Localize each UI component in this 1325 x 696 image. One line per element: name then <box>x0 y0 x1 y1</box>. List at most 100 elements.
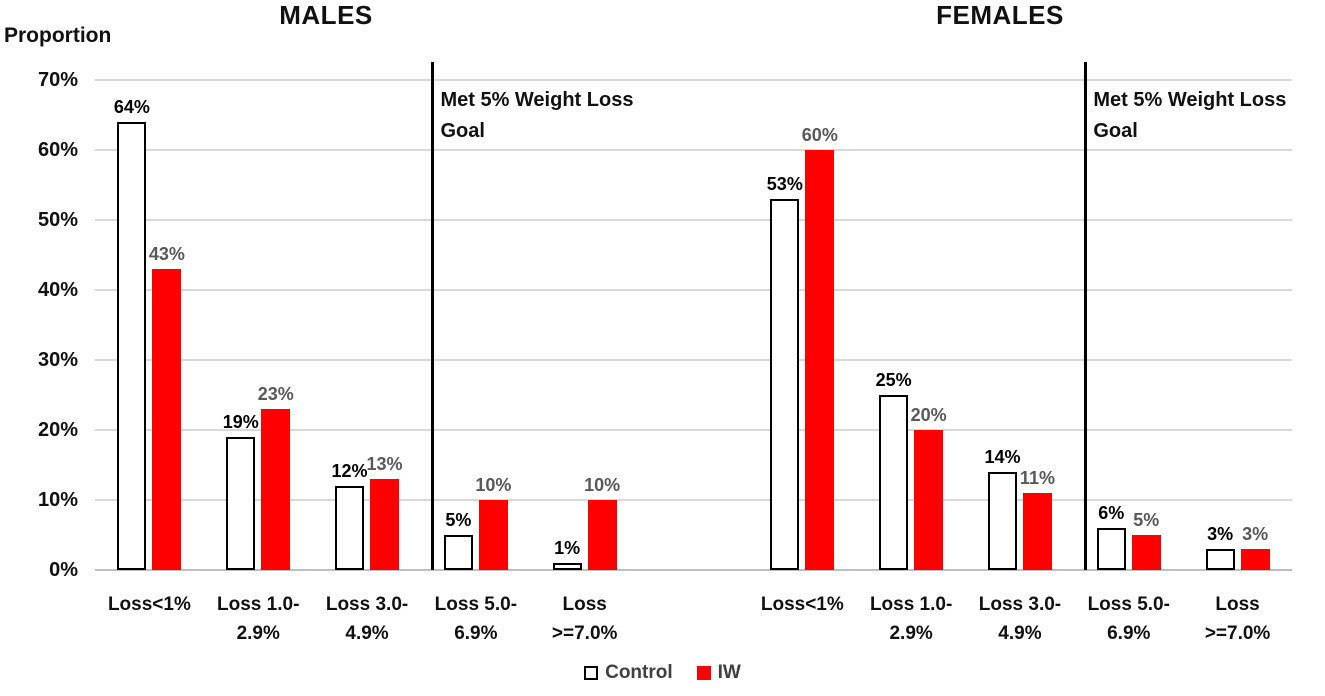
bar-label-control: 1% <box>554 538 581 558</box>
x-category-label: Loss 1.0- 2.9% <box>204 590 313 648</box>
bar-iw <box>1022 493 1052 570</box>
bar-label-iw: 10% <box>584 475 621 495</box>
gridline <box>95 499 1292 501</box>
x-category-label: Loss >=7.0% <box>1183 590 1292 648</box>
goal-annotation-line: Goal <box>440 120 485 142</box>
x-category-label-line: Loss 1.0- <box>869 594 953 615</box>
x-category-label-line: Loss <box>1215 594 1260 615</box>
bar-control <box>1096 528 1126 570</box>
gridline <box>95 149 1292 151</box>
bar-control <box>226 437 256 570</box>
bar-label-iw: 60% <box>801 125 838 145</box>
x-category-label: Loss 5.0- 6.9% <box>421 590 530 648</box>
bar-control <box>443 535 473 570</box>
bar-iw <box>370 479 400 570</box>
x-category-label-line: Loss<1% <box>107 594 191 615</box>
x-axis-line <box>95 569 1292 571</box>
bar-label-iw: 23% <box>257 384 294 404</box>
gridline <box>95 79 1292 81</box>
y-tick-label: 0% <box>49 559 78 581</box>
x-category-label-line: Loss <box>562 594 607 615</box>
goal-divider-line <box>1084 62 1088 570</box>
x-category-label-line: 6.9% <box>1107 623 1151 644</box>
x-category-label-line: 2.9% <box>889 623 933 644</box>
bar-label-iw: 20% <box>910 405 947 425</box>
legend-swatch-icon <box>696 666 711 680</box>
bar-label-iw: 5% <box>1133 510 1160 530</box>
x-category-label-line: Loss 3.0- <box>325 594 409 615</box>
bar-label-control: 19% <box>222 412 259 432</box>
x-category-label: Loss 3.0- 4.9% <box>966 590 1075 648</box>
bar-label-control: 5% <box>445 510 472 530</box>
bar-control <box>1205 549 1235 570</box>
x-category-label-line: 4.9% <box>345 623 389 644</box>
bar-iw <box>261 409 291 570</box>
bar-iw <box>1240 549 1270 570</box>
y-tick-label: 70% <box>37 69 78 91</box>
y-tick-label: 10% <box>37 489 78 511</box>
bar-label-iw: 13% <box>366 454 403 474</box>
bar-control <box>552 563 582 570</box>
x-category-label-line: Loss 5.0- <box>1087 594 1170 615</box>
bar-control <box>117 122 147 570</box>
bar-label-control: 6% <box>1098 503 1125 523</box>
y-tick-label: 50% <box>37 209 78 231</box>
y-tick-label: 30% <box>37 349 78 371</box>
legend-item-control: Control <box>584 662 673 684</box>
gridline <box>95 359 1292 361</box>
bar-label-iw: 43% <box>148 244 185 264</box>
legend-label: IW <box>717 662 741 683</box>
bar-iw <box>1131 535 1161 570</box>
x-category-label: Loss<1% <box>748 590 857 619</box>
goal-annotation-line: Goal <box>1093 120 1138 142</box>
x-category-label-line: 6.9% <box>454 623 498 644</box>
y-tick-label: 20% <box>37 419 78 441</box>
legend: Control IW <box>0 662 1325 684</box>
y-axis-title: Proportion <box>4 24 112 47</box>
x-category-label: Loss 5.0- 6.9% <box>1074 590 1183 648</box>
bar-control <box>987 472 1017 570</box>
goal-annotation: Met 5% Weight Loss Goal <box>440 85 633 147</box>
bar-iw <box>914 430 944 570</box>
x-category-label-line: >=7.0% <box>551 623 618 644</box>
bar-label-iw: 11% <box>1019 468 1055 488</box>
panel-title-males: MALES <box>279 0 373 30</box>
legend-item-iw: IW <box>696 662 741 684</box>
x-category-label-line: 2.9% <box>236 623 280 644</box>
bar-label-control: 64% <box>113 97 150 117</box>
y-tick-label: 60% <box>37 139 78 161</box>
bar-iw <box>152 269 182 570</box>
bar-label-control: 53% <box>766 174 803 194</box>
x-category-label: Loss 1.0- 2.9% <box>857 590 966 648</box>
goal-annotation-line: Met 5% Weight Loss <box>1093 89 1287 111</box>
x-category-label-line: Loss 5.0- <box>434 594 518 615</box>
x-category-label: Loss 3.0- 4.9% <box>313 590 422 648</box>
bar-control <box>770 199 800 570</box>
bar-label-iw: 10% <box>475 475 512 495</box>
bar-label-iw: 3% <box>1242 524 1269 544</box>
x-category-label: Loss<1% <box>95 590 204 619</box>
y-tick-label: 40% <box>37 279 78 301</box>
x-category-label-line: 4.9% <box>998 623 1042 644</box>
goal-annotation: Met 5% Weight Loss Goal <box>1093 85 1286 147</box>
gridline <box>95 429 1292 431</box>
goal-annotation-line: Met 5% Weight Loss <box>440 89 634 111</box>
x-category-label-line: Loss<1% <box>760 594 844 615</box>
bar-iw <box>587 500 617 570</box>
x-category-label-line: Loss 1.0- <box>217 594 300 615</box>
bar-control <box>879 395 909 570</box>
x-category-label-line: >=7.0% <box>1204 623 1271 644</box>
legend-label: Control <box>605 662 673 683</box>
bar-iw <box>805 150 835 570</box>
bar-label-control: 12% <box>331 461 368 481</box>
legend-swatch-icon <box>584 666 599 680</box>
bar-control <box>335 486 365 570</box>
x-category-label-line: Loss 3.0- <box>978 594 1062 615</box>
panel-title-females: FEMALES <box>936 0 1064 30</box>
bar-iw <box>478 500 508 570</box>
bar-label-control: 14% <box>984 447 1021 467</box>
x-category-label: Loss >=7.0% <box>530 590 639 648</box>
bar-label-control: 3% <box>1207 524 1234 544</box>
gridline <box>95 289 1292 291</box>
